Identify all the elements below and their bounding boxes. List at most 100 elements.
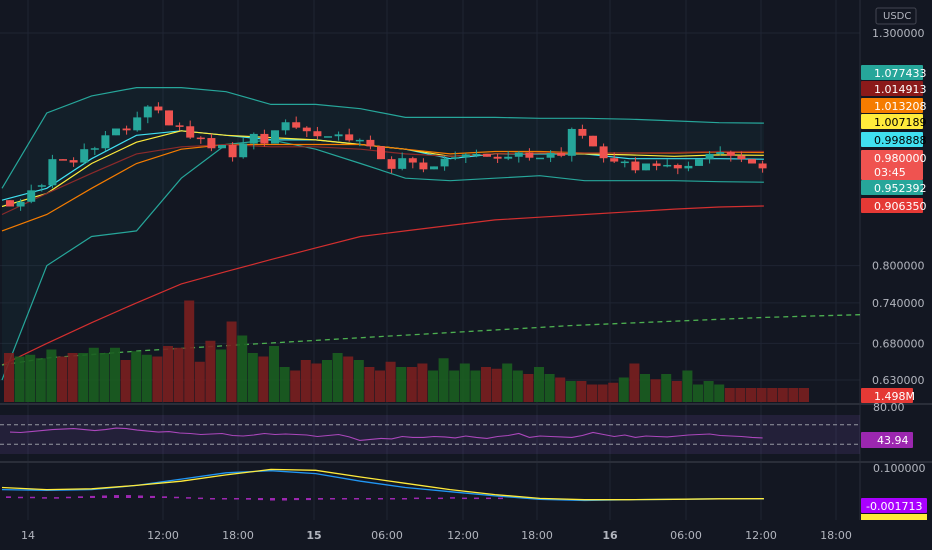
price-tag-label: 0.998888 — [874, 134, 927, 147]
volume-bar — [724, 388, 735, 402]
price-tick-label: 1.300000 — [872, 27, 925, 40]
volume-bar — [777, 388, 788, 402]
volume-bar — [375, 370, 385, 402]
macd-histogram-bar — [366, 498, 371, 500]
candle-body — [705, 153, 714, 160]
macd-histogram-bar — [354, 498, 359, 500]
candle-body — [599, 146, 608, 159]
volume-bar — [120, 360, 131, 402]
volume-bar — [364, 367, 375, 402]
candle-body — [483, 153, 491, 157]
macd-value-label: -0.001713 — [866, 500, 922, 513]
candle-body — [737, 155, 746, 160]
macd-histogram-bar — [342, 498, 347, 500]
macd-histogram-bar — [486, 497, 491, 500]
volume-bar — [216, 349, 226, 402]
candle-body — [387, 159, 396, 169]
price-axis[interactable]: 1.300000 0.800000 0.740000 0.680000 0.630000… — [861, 7, 927, 520]
macd-histogram-bar — [6, 496, 11, 498]
candle-body — [525, 152, 534, 158]
candle-body — [218, 144, 226, 149]
macd-histogram-bar — [138, 495, 143, 498]
volume-bar — [279, 367, 290, 402]
candle-body — [684, 165, 693, 169]
candle-body — [165, 110, 173, 126]
volume-bar — [767, 388, 778, 402]
macd-histogram-bar — [102, 495, 107, 498]
volume-bar — [46, 349, 57, 402]
time-tick-label: 14 — [21, 529, 35, 542]
currency-box — [875, 7, 917, 25]
volume-bar — [25, 354, 36, 402]
volume-bar — [131, 351, 142, 402]
candle-body — [271, 130, 279, 144]
volume-bar — [746, 388, 756, 402]
price-tag — [861, 65, 923, 80]
macd-histogram-bar — [438, 497, 443, 500]
volume-bar — [78, 353, 89, 402]
candle-body — [69, 160, 78, 163]
candle-body — [101, 135, 110, 149]
macd-top-label: 0.100000 — [873, 462, 926, 475]
macd-histogram-bar — [474, 497, 479, 500]
volume-bar — [799, 388, 809, 402]
price-tag-label: 1.007189 — [874, 116, 927, 129]
overlay-line — [1, 86, 764, 189]
price-tag-countdown: 03:45 — [874, 166, 906, 179]
volume-bar — [152, 356, 163, 402]
macd-histogram-bar — [78, 496, 83, 498]
time-tick-label: 06:00 — [371, 529, 403, 542]
candle-body — [504, 156, 513, 159]
time-axis[interactable]: 14 12:00 18:00 15 06:00 12:00 18:00 16 06:00 12:0… — [21, 529, 852, 542]
candle-body — [239, 143, 248, 158]
macd-pane — [1, 468, 764, 502]
macd-histogram-bar — [414, 497, 419, 500]
volume-bar — [406, 367, 417, 402]
candle-body — [302, 127, 311, 132]
volume-bar — [608, 382, 619, 402]
macd-histogram-bar — [66, 496, 71, 499]
candle-body — [175, 125, 184, 127]
macd-histogram-bar — [150, 495, 155, 498]
volume-bar — [99, 353, 110, 402]
price-tick-label: 0.680000 — [872, 337, 925, 350]
volume-bar — [491, 368, 502, 402]
price-tag — [861, 98, 923, 113]
candle-body — [430, 166, 438, 170]
volume-bar — [258, 356, 269, 402]
candle-body — [726, 152, 735, 156]
time-tick-label: 18:00 — [521, 529, 553, 542]
time-tick-label: 12:00 — [447, 529, 479, 542]
candle-body — [716, 152, 725, 154]
candle-body — [398, 158, 407, 169]
candle-body — [493, 156, 502, 159]
volume-bar — [714, 384, 725, 402]
rsi-band-fill — [0, 415, 860, 454]
volume-bar — [269, 346, 279, 402]
candle-body — [207, 138, 216, 149]
candle-body — [620, 161, 629, 164]
volume-bar — [502, 363, 513, 402]
macd-histogram-bar — [42, 497, 47, 499]
macd-histogram-bar — [54, 497, 59, 499]
volume-tag — [861, 388, 913, 403]
candle-body — [345, 134, 354, 141]
price-tag — [861, 198, 923, 213]
volume-bar — [385, 361, 396, 402]
volume-tag-label: 1.498M — [874, 390, 915, 403]
candle-body — [557, 152, 566, 156]
volume-bar — [534, 367, 544, 402]
candle-body — [27, 190, 36, 202]
volume-bar — [110, 347, 120, 402]
overlay-line — [1, 205, 764, 366]
bollinger-fill — [2, 87, 764, 380]
price-tag — [861, 150, 923, 180]
volume-bar — [311, 363, 322, 402]
price-tag-label: 0.980000 — [874, 152, 927, 165]
grid — [0, 0, 932, 520]
candle-body — [748, 159, 756, 164]
candle-body — [90, 148, 99, 150]
volume-bar — [205, 340, 216, 402]
macd-histogram-bar — [18, 496, 23, 499]
